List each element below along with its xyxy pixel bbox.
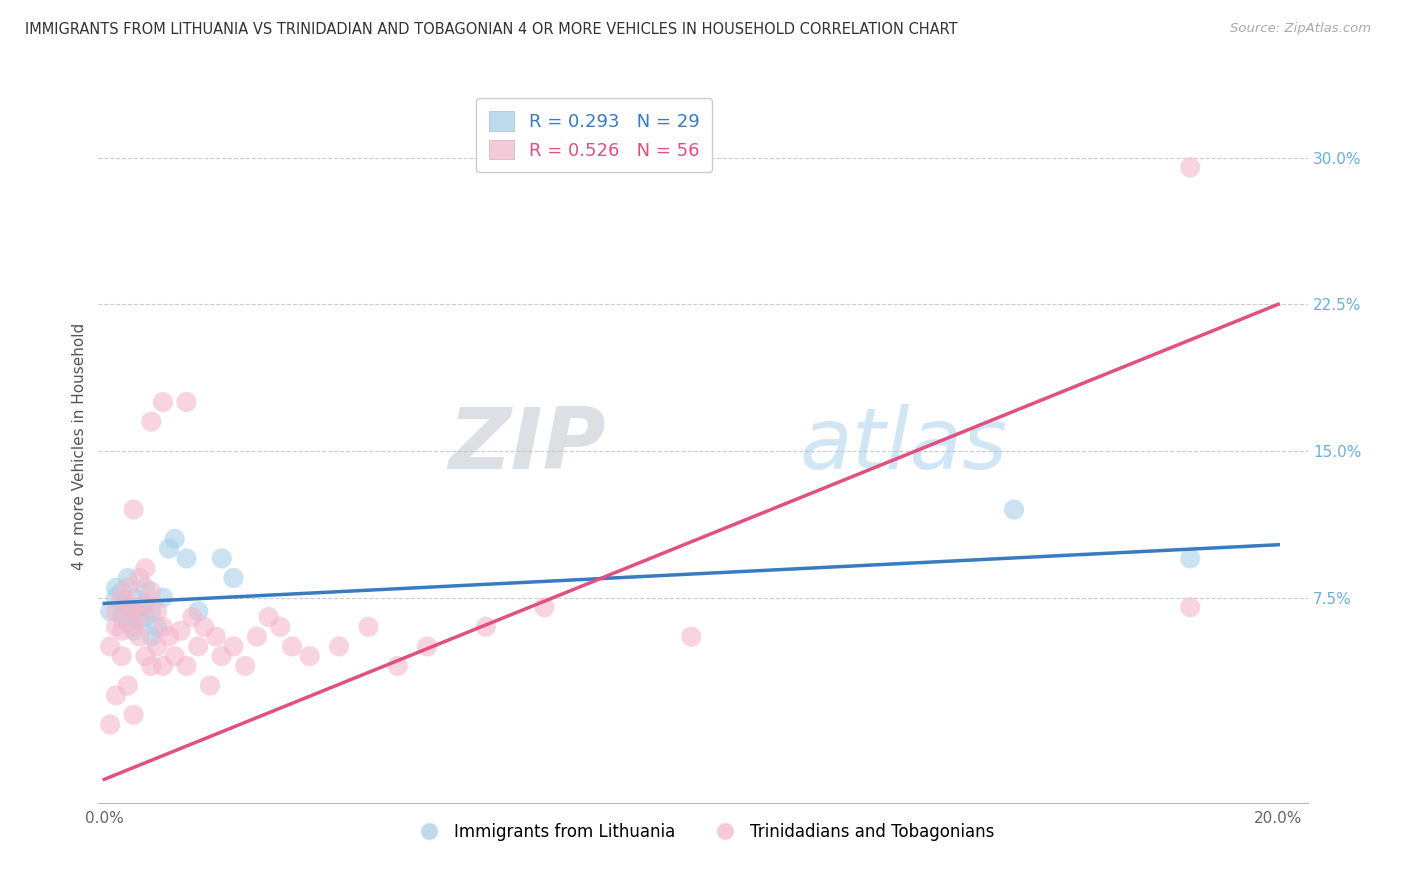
Point <box>117 581 139 595</box>
Point <box>1002 502 1025 516</box>
Point <box>134 610 156 624</box>
Point <box>141 415 163 429</box>
Point <box>152 591 174 605</box>
Point <box>152 620 174 634</box>
Point <box>169 624 191 638</box>
Point <box>141 630 163 644</box>
Point <box>152 659 174 673</box>
Point <box>233 659 256 673</box>
Point <box>98 640 121 654</box>
Point <box>98 717 121 731</box>
Point <box>176 395 198 409</box>
Point <box>134 649 156 664</box>
Point <box>122 604 145 618</box>
Point <box>257 610 280 624</box>
Text: IMMIGRANTS FROM LITHUANIA VS TRINIDADIAN AND TOBAGONIAN 4 OR MORE VEHICLES IN HO: IMMIGRANTS FROM LITHUANIA VS TRINIDADIAN… <box>25 22 957 37</box>
Point <box>387 659 409 673</box>
Point <box>111 584 134 599</box>
Point <box>122 600 145 615</box>
Point <box>122 591 145 605</box>
Point <box>211 551 233 566</box>
Point <box>128 610 150 624</box>
Point <box>111 649 134 664</box>
Point <box>105 591 128 605</box>
Point <box>98 604 121 618</box>
Point <box>269 620 291 634</box>
Point <box>1180 551 1202 566</box>
Point <box>117 571 139 585</box>
Point <box>128 630 150 644</box>
Point <box>122 502 145 516</box>
Point <box>1180 161 1202 175</box>
Point <box>146 640 169 654</box>
Point <box>117 678 139 692</box>
Point <box>211 649 233 664</box>
Point <box>134 596 156 610</box>
Point <box>204 630 226 644</box>
Point <box>105 581 128 595</box>
Point <box>152 395 174 409</box>
Point <box>533 600 555 615</box>
Point <box>134 596 156 610</box>
Point <box>141 659 163 673</box>
Point <box>122 620 145 634</box>
Point <box>681 630 703 644</box>
Point <box>222 640 245 654</box>
Text: ZIP: ZIP <box>449 404 606 488</box>
Point <box>416 640 439 654</box>
Point <box>475 620 498 634</box>
Point <box>105 620 128 634</box>
Point <box>146 620 169 634</box>
Point <box>128 571 150 585</box>
Point <box>181 610 204 624</box>
Point <box>111 610 134 624</box>
Point <box>246 630 269 644</box>
Legend: Immigrants from Lithuania, Trinidadians and Tobagonians: Immigrants from Lithuania, Trinidadians … <box>405 817 1001 848</box>
Point <box>134 561 156 575</box>
Point <box>1180 600 1202 615</box>
Point <box>187 604 209 618</box>
Point <box>187 640 209 654</box>
Point <box>157 541 180 556</box>
Point <box>163 532 186 546</box>
Point <box>117 600 139 615</box>
Point <box>222 571 245 585</box>
Point <box>105 604 128 618</box>
Point <box>328 640 350 654</box>
Point <box>193 620 215 634</box>
Point <box>176 659 198 673</box>
Point <box>122 707 145 722</box>
Point <box>111 624 134 638</box>
Point <box>128 614 150 628</box>
Point <box>298 649 321 664</box>
Point <box>146 604 169 618</box>
Point <box>105 688 128 702</box>
Y-axis label: 4 or more Vehicles in Household: 4 or more Vehicles in Household <box>72 322 87 570</box>
Point <box>163 649 186 664</box>
Point <box>357 620 380 634</box>
Point <box>281 640 304 654</box>
Point <box>141 584 163 599</box>
Text: atlas: atlas <box>800 404 1008 488</box>
Point <box>117 615 139 630</box>
Point <box>176 551 198 566</box>
Point <box>141 604 163 618</box>
Point <box>111 591 134 605</box>
Point <box>117 604 139 618</box>
Point <box>128 600 150 615</box>
Point <box>157 630 180 644</box>
Point <box>198 678 221 692</box>
Text: Source: ZipAtlas.com: Source: ZipAtlas.com <box>1230 22 1371 36</box>
Point <box>122 624 145 638</box>
Point <box>134 581 156 595</box>
Point <box>111 596 134 610</box>
